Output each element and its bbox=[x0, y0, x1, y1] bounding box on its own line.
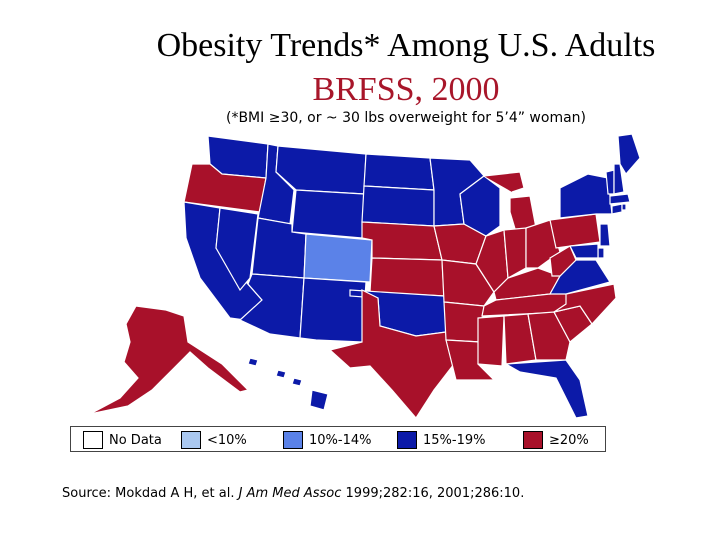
state-KS bbox=[369, 257, 445, 297]
legend-item-ge20: ≥20% bbox=[523, 430, 589, 450]
state-VT bbox=[605, 169, 615, 195]
state-ME bbox=[617, 133, 640, 176]
state-DE bbox=[597, 247, 605, 259]
state-NM bbox=[299, 277, 367, 343]
state-NE bbox=[361, 221, 443, 261]
page-title: Obesity Trends* Among U.S. Adults bbox=[156, 27, 656, 64]
state-MD bbox=[569, 243, 599, 259]
state-PA bbox=[549, 213, 601, 249]
state-NC bbox=[553, 283, 617, 325]
legend-item-lt10: <10% bbox=[181, 430, 247, 450]
state-ND bbox=[363, 153, 435, 191]
legend-swatch-no-data bbox=[83, 431, 103, 449]
legend-label: 15%-19% bbox=[423, 432, 486, 448]
state-AK bbox=[89, 305, 250, 415]
us-obesity-map bbox=[89, 133, 640, 420]
source-suffix: 1999;282:16, 2001;286:10. bbox=[341, 486, 525, 501]
state-NY bbox=[559, 173, 613, 219]
state-WY bbox=[291, 189, 365, 239]
state-MA bbox=[609, 193, 631, 205]
legend-swatch-10-14 bbox=[283, 431, 303, 449]
legend-swatch-lt10 bbox=[181, 431, 201, 449]
state-NJ bbox=[599, 223, 611, 247]
state-RI bbox=[621, 203, 627, 211]
source-prefix: Source: Mokdad A H, et al. bbox=[62, 486, 239, 501]
state-MS bbox=[477, 315, 505, 367]
state-IN bbox=[503, 227, 527, 279]
state-NH bbox=[613, 163, 625, 195]
state-FL bbox=[503, 359, 589, 419]
state-CT bbox=[611, 203, 623, 215]
source-journal: J Am Med Assoc bbox=[238, 486, 342, 501]
legend-swatch-15-19 bbox=[397, 431, 417, 449]
legend-swatch-ge20 bbox=[523, 431, 543, 449]
map-legend: No Data <10% 10%-14% 15%-19% ≥20% bbox=[70, 426, 606, 452]
legend-label: <10% bbox=[207, 432, 247, 448]
legend-item-15-19: 15%-19% bbox=[397, 430, 485, 450]
source-citation: Source: Mokdad A H, et al. J Am Med Asso… bbox=[62, 486, 524, 501]
legend-label: ≥20% bbox=[549, 432, 589, 448]
state-WV bbox=[549, 245, 577, 277]
state-MO bbox=[441, 259, 495, 307]
legend-item-10-14: 10%-14% bbox=[283, 430, 371, 450]
state-HI bbox=[247, 357, 329, 411]
state-OH bbox=[525, 219, 561, 269]
state-CO bbox=[303, 233, 373, 283]
state-SD bbox=[361, 185, 435, 227]
state-NV bbox=[215, 207, 259, 292]
page-subtitle-year: BRFSS, 2000 bbox=[312, 71, 500, 108]
legend-label: 10%-14% bbox=[309, 432, 372, 448]
bmi-footnote: (*BMI ≥30, or ~ 30 lbs overweight for 5’… bbox=[225, 110, 586, 126]
legend-item-no-data: No Data bbox=[83, 430, 162, 450]
state-TX bbox=[328, 289, 455, 420]
state-GA bbox=[527, 311, 571, 361]
legend-label: No Data bbox=[109, 432, 162, 448]
